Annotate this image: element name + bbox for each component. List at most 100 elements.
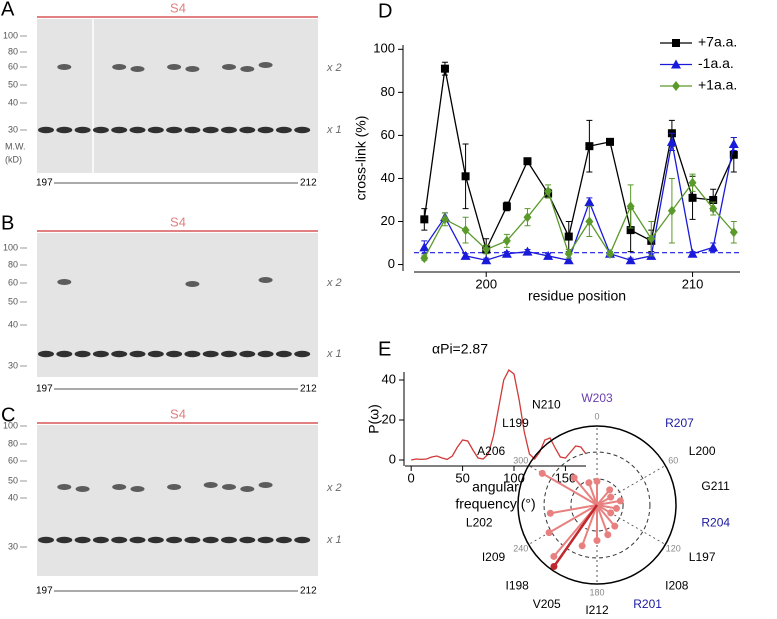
blot-band (184, 536, 201, 544)
blot-band (221, 536, 237, 544)
blot-band (130, 66, 145, 72)
residue-label: R207 (665, 416, 694, 430)
marker (708, 242, 719, 252)
blot-header: S4 (170, 0, 186, 15)
spoke-dot (546, 509, 554, 517)
blot-header: S4 (170, 214, 186, 229)
residue-label: W203 (581, 391, 613, 405)
blot-band (147, 536, 164, 544)
mw-label: 60 (8, 455, 18, 465)
y-axis-label: cross-link (%) (353, 116, 369, 201)
spoke-dot (578, 542, 586, 550)
blot-band (240, 486, 255, 492)
blot-band (258, 62, 273, 68)
spoke-dot (611, 522, 619, 530)
residue-label: G211 (701, 479, 730, 493)
grid-spoke (528, 504, 598, 545)
marker (523, 212, 532, 223)
residue-label: R201 (633, 597, 662, 611)
residue-label: R204 (701, 516, 730, 530)
grid-circle (543, 451, 651, 559)
legend-label: +1a.a. (698, 77, 737, 93)
spoke-dot (570, 474, 578, 482)
theta-tick-label: 180 (589, 587, 604, 597)
marker (563, 255, 574, 265)
marker (564, 232, 573, 241)
blot-band (275, 350, 292, 358)
mw-label: 40 (8, 319, 18, 329)
range-label: 197 (36, 178, 53, 189)
blot-band (294, 126, 311, 134)
spoke (573, 477, 598, 506)
spoke-dot (607, 493, 615, 501)
blot-band (257, 536, 274, 544)
x-axis-label: frequency (°) (455, 496, 535, 512)
marker (584, 197, 595, 207)
blot-band (75, 486, 90, 492)
series-line (423, 68, 735, 252)
blot-band (222, 64, 236, 70)
blot-band (257, 126, 274, 134)
marker (585, 216, 594, 227)
panel-letter: A (1, 0, 15, 20)
blot-band (221, 126, 237, 134)
band-label: x 1 (326, 348, 342, 360)
spoke-dot (607, 509, 615, 517)
mw-label: 40 (8, 97, 18, 107)
x-tick-label: 100 (503, 470, 525, 485)
blot-band (112, 484, 127, 490)
residue-label: I198 (506, 578, 530, 592)
chart-title: αPi=2.87 (432, 341, 488, 357)
blot-band (275, 126, 292, 134)
theta-tick-label: 300 (513, 455, 528, 465)
marker (460, 250, 471, 260)
y-tick-label: 100 (373, 41, 395, 56)
spoke-dot (545, 529, 553, 537)
residue-label: V205 (533, 597, 561, 611)
blot-band (56, 536, 73, 544)
panel-letter: B (1, 212, 14, 234)
marker (440, 64, 449, 73)
blot-band (275, 536, 292, 544)
blot-band (74, 126, 91, 134)
blot-band (111, 350, 128, 358)
blot-image (37, 19, 318, 173)
marker (687, 248, 698, 258)
x-tick-label: 50 (455, 470, 469, 485)
x-tick-label: 150 (555, 470, 577, 485)
mw-label: 80 (8, 438, 18, 448)
mw-label: 50 (8, 475, 18, 485)
band-label: x 1 (326, 124, 342, 136)
blot-band (202, 126, 219, 134)
series-line (423, 181, 735, 259)
panel-letter: C (1, 404, 15, 426)
blot-band (167, 64, 182, 70)
grid-spoke (596, 504, 666, 545)
mw-caption: (kD) (5, 154, 22, 164)
legend-marker (672, 39, 680, 47)
marker (709, 203, 718, 214)
residue-label: L199 (502, 416, 529, 430)
blot-band (257, 350, 274, 358)
spoke-dot (616, 497, 624, 505)
blot-band (185, 66, 200, 72)
range-label: 212 (300, 384, 317, 395)
marker (461, 225, 470, 236)
legend-label: -1a.a. (698, 55, 734, 71)
blot-band (166, 536, 183, 544)
marker (647, 233, 656, 244)
blot-band (166, 126, 183, 134)
marker (666, 136, 677, 146)
blot-band (166, 350, 183, 358)
band-label: x 2 (326, 277, 342, 289)
blot-band (57, 64, 72, 70)
band-label: x 1 (326, 534, 342, 546)
band-label: x 2 (326, 62, 342, 74)
blot-band (185, 281, 200, 287)
marker (626, 201, 635, 212)
spoke (581, 504, 598, 547)
spoke-dot (538, 469, 546, 477)
mw-label: 60 (8, 61, 18, 71)
marker (606, 248, 615, 259)
marker (667, 205, 676, 216)
